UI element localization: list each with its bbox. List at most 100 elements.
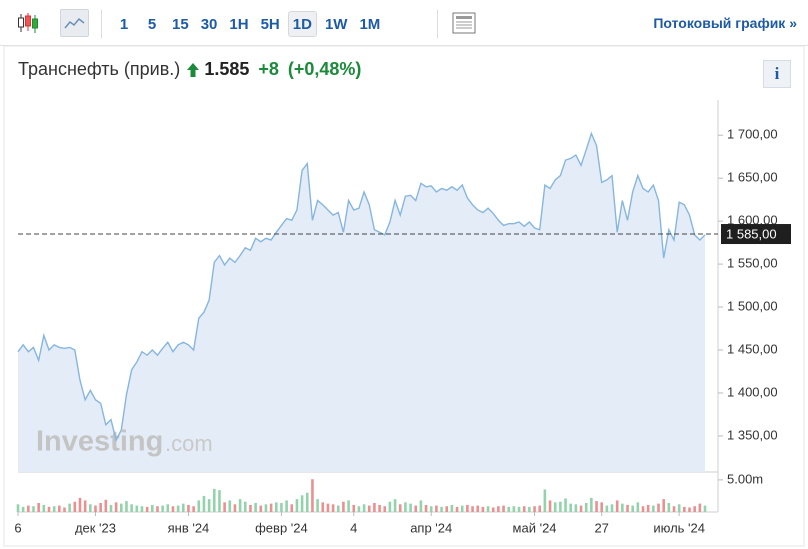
volume-bar [476, 505, 480, 512]
volume-bar [677, 504, 681, 512]
volume-bar [336, 505, 340, 512]
volume-bar [16, 504, 20, 512]
volume-bar [455, 506, 459, 512]
y-tick-label: 1 400,00 [727, 384, 778, 399]
y-tick-label: 1 500,00 [727, 298, 778, 313]
volume-bar [264, 504, 268, 512]
volume-bar [197, 500, 201, 512]
volume-bar [104, 499, 108, 512]
candles-icon[interactable] [15, 10, 41, 36]
volume-bar [161, 505, 164, 512]
volume-bar [243, 501, 247, 512]
volume-bar [326, 503, 330, 512]
volume-bar [145, 506, 149, 512]
stream-link[interactable]: Потоковый график » [653, 15, 797, 31]
volume-bar [698, 503, 702, 512]
y-tick-label: 1 650,00 [727, 170, 778, 185]
volume-bar [491, 507, 495, 512]
interval-button[interactable]: 1 [119, 15, 129, 33]
watermark-brand: Investing [36, 426, 163, 458]
volume-bar [440, 506, 443, 512]
volume-bar [166, 504, 170, 512]
y-tick-label: 1 350,00 [727, 427, 778, 442]
volume-bar [522, 506, 526, 512]
volume-bar [58, 505, 61, 512]
volume-bar [688, 507, 691, 512]
volume-bar [388, 501, 392, 512]
volume-bar [47, 506, 51, 512]
y-tick-label: 1 700,00 [727, 127, 778, 142]
volume-bar [486, 506, 490, 512]
volume-bar [497, 506, 500, 512]
volume-bar [378, 504, 381, 512]
volume-bar [528, 506, 531, 512]
interval-button[interactable]: 5 [147, 15, 157, 33]
price-line [17, 131, 706, 443]
volume-bar [176, 505, 180, 512]
volume-bar [404, 502, 407, 512]
volume-bar [21, 506, 25, 512]
interval-button[interactable]: 1D [287, 11, 317, 37]
volume-bar [445, 506, 449, 512]
area-icon[interactable] [60, 9, 89, 37]
interval-button[interactable]: 15 [172, 15, 189, 33]
last-price-label: 1 585,00 [726, 226, 777, 241]
volume-bar [460, 505, 464, 512]
watermark: Investing .com [36, 426, 213, 458]
volume-bar [37, 503, 40, 512]
volume-bar [305, 492, 309, 512]
volume-bar [295, 499, 299, 512]
volume-bar [78, 497, 82, 512]
volume-bar [409, 503, 412, 512]
up-arrow [187, 62, 200, 77]
volume-bar [502, 505, 505, 512]
separator [437, 10, 438, 38]
volume-bar [290, 504, 294, 512]
volume-bar [316, 499, 319, 512]
volume-bar [538, 505, 542, 512]
volume-bar [693, 506, 696, 512]
volume-tick-label: 5.00m [727, 471, 763, 486]
volume-bar [579, 505, 583, 512]
info-button[interactable]: i [763, 60, 791, 88]
volume-bar [109, 504, 113, 512]
news-icon[interactable] [451, 10, 477, 36]
volume-bar [52, 506, 56, 512]
x-tick-label: июль '24 [653, 520, 705, 535]
volume-bar [130, 504, 133, 512]
volume-bar [595, 501, 598, 512]
volume-bar [120, 503, 123, 512]
interval-button[interactable]: 5H [260, 15, 280, 33]
interval-button[interactable]: 30 [200, 15, 218, 33]
interval-buttons: 1 5 15 30 1H 5H 1D 1W 1M [112, 11, 384, 37]
volume-bar [481, 506, 485, 512]
interval-button[interactable]: 1H [229, 15, 249, 33]
volume-bar [584, 503, 588, 512]
volume-bar [703, 505, 707, 512]
volume-bar [367, 505, 371, 512]
area-fill [18, 133, 705, 472]
volume-bar [641, 506, 645, 512]
volume-bar [254, 503, 257, 512]
volume-bar [419, 500, 423, 512]
volume-bar [615, 500, 619, 512]
toolbar: 1 5 15 30 1H 5H 1D 1W 1M Потоковый график » [0, 0, 808, 46]
change-percent: (+0,48%) [287, 59, 362, 79]
x-tick-label: февр '24 [255, 520, 308, 535]
volume-bar [590, 497, 593, 512]
interval-button[interactable]: 1M [359, 15, 381, 33]
volume-bar [429, 506, 433, 512]
volume-bar [626, 504, 629, 512]
volume-bar [450, 504, 454, 512]
panel-border [3, 45, 805, 547]
volume-bar [280, 503, 283, 512]
interval-button[interactable]: 1W [324, 15, 348, 33]
volume-bar [347, 500, 350, 512]
y-tick-label: 1 450,00 [727, 341, 778, 356]
volume-bar [207, 499, 211, 512]
volume-bar [352, 504, 356, 512]
volume-bar [212, 488, 216, 512]
volume-bar [300, 495, 304, 512]
volume-bar [548, 500, 552, 512]
